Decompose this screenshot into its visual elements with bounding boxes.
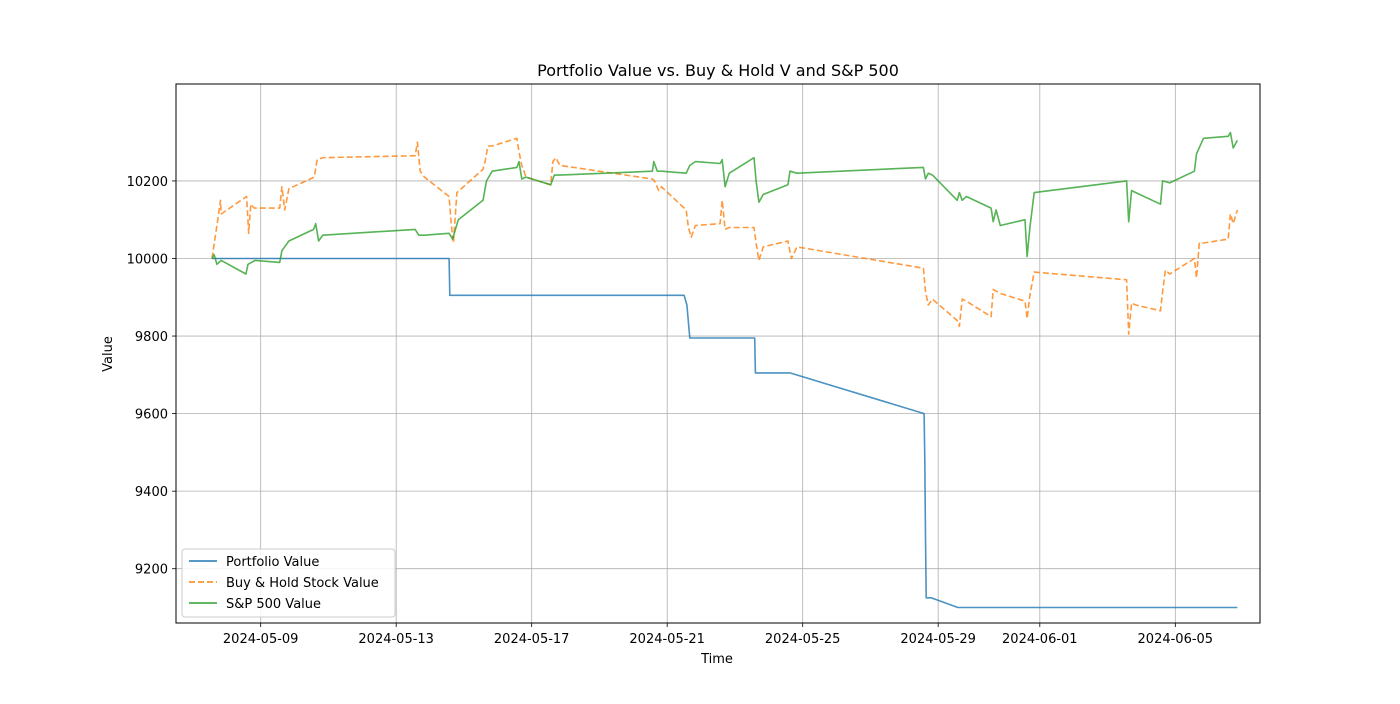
- legend-label: Portfolio Value: [226, 555, 319, 570]
- legend-label: S&P 500 Value: [226, 597, 321, 612]
- legend: Portfolio Value Buy & Hold Stock Value S&P…: [181, 548, 396, 618]
- y-axis-ticks: 9200 9400 9600 9800 10000 10200: [127, 175, 176, 578]
- legend-label: Buy & Hold Stock Value: [226, 576, 379, 591]
- series-line-2: [211, 131, 1239, 275]
- x-tick-label: 2024-06-01: [1002, 632, 1078, 647]
- x-tick-label: 2024-05-13: [358, 632, 434, 647]
- y-tick-label: 10000: [127, 252, 168, 267]
- plot-frame: [175, 83, 1261, 624]
- y-tick-label: 9600: [135, 408, 168, 423]
- series-line-0: [212, 257, 1238, 609]
- y-axis-label: Value: [101, 336, 116, 372]
- x-axis-ticks: 2024-05-09 2024-05-13 2024-05-17 2024-05-21…: [223, 623, 1213, 647]
- x-tick-label: 2024-06-05: [1138, 632, 1214, 647]
- x-tick-label: 2024-05-21: [629, 632, 705, 647]
- legend-box: [181, 548, 396, 618]
- x-axis-label: Time: [700, 652, 733, 667]
- x-tick-label: 2024-05-25: [765, 632, 841, 647]
- series-line-1: [211, 137, 1239, 335]
- series-layer: [211, 131, 1239, 609]
- chart-title: Portfolio Value vs. Buy & Hold V and S&P…: [537, 61, 899, 80]
- x-tick-label: 2024-05-29: [900, 632, 976, 647]
- y-tick-label: 9200: [135, 563, 168, 578]
- y-tick-label: 10200: [127, 175, 168, 190]
- x-tick-label: 2024-05-17: [494, 632, 570, 647]
- y-tick-label: 9400: [135, 485, 168, 500]
- y-tick-label: 9800: [135, 330, 168, 345]
- x-tick-label: 2024-05-09: [223, 632, 299, 647]
